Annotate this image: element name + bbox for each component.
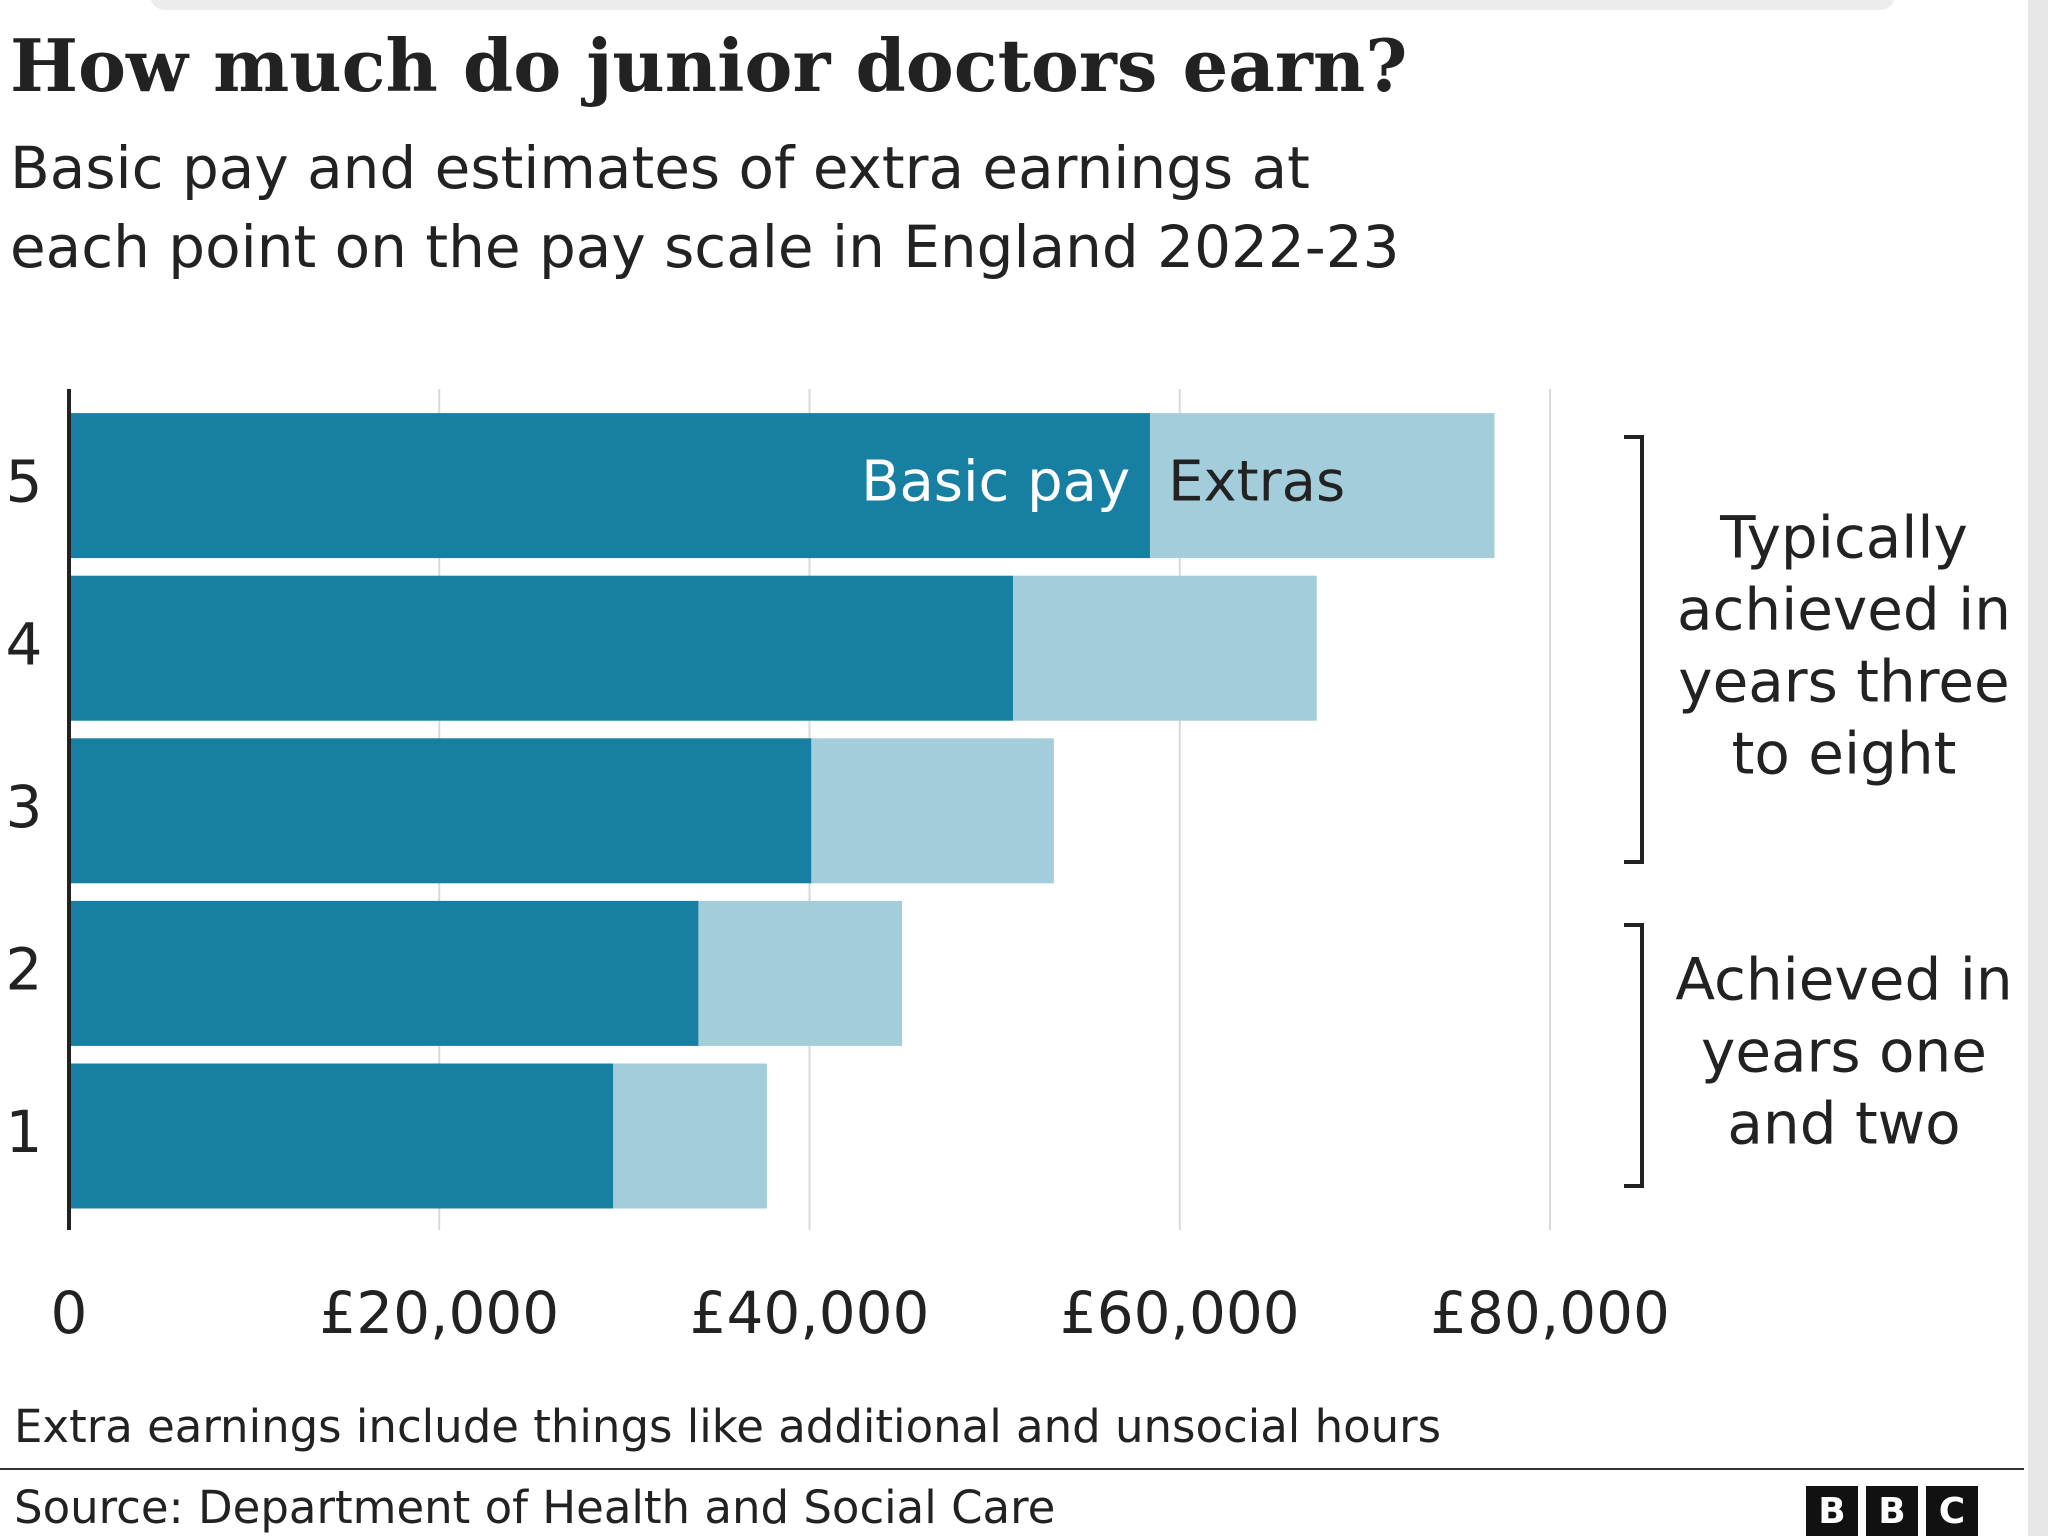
- bar: [811, 738, 1054, 884]
- annotation: achieved in: [1677, 576, 2011, 644]
- scroll-edge: [2028, 0, 2048, 1536]
- annotation: Typically: [1719, 504, 1968, 572]
- bar: [69, 575, 1014, 721]
- annotation: years three: [1678, 648, 2010, 716]
- y-tick-label: 3: [6, 773, 43, 841]
- source: Source: Department of Health and Social …: [14, 1481, 1055, 1534]
- bracket: [1624, 923, 1644, 1188]
- y-tick-label: 2: [6, 936, 43, 1004]
- y-tick-label: 1: [6, 1098, 43, 1166]
- logo-box: [1866, 1486, 1918, 1536]
- bar: [69, 413, 1151, 559]
- logo-letter: B: [1878, 1491, 1905, 1532]
- bar: [613, 1063, 767, 1209]
- x-tick-label: £80,000: [1430, 1279, 1670, 1347]
- y-tick-label: 5: [6, 448, 43, 516]
- x-tick-label: £60,000: [1060, 1279, 1300, 1347]
- logo-letter: C: [1939, 1491, 1965, 1532]
- bar: [1150, 413, 1495, 559]
- logo-letter: B: [1818, 1491, 1845, 1532]
- legend-label: Basic pay: [861, 450, 1130, 515]
- annotation: Achieved in: [1675, 946, 2012, 1014]
- logo-box: [1806, 1486, 1858, 1536]
- annotation: years one: [1701, 1018, 1987, 1086]
- chart-title: How much do junior doctors earn?: [10, 23, 1407, 108]
- x-tick-label: £20,000: [319, 1279, 559, 1347]
- annotation: and two: [1727, 1090, 1960, 1158]
- logo-box: [1926, 1486, 1978, 1536]
- chart-subtitle: each point on the pay scale in England 2…: [10, 213, 1400, 281]
- y-tick-label: 4: [6, 610, 43, 678]
- bar: [69, 1063, 614, 1209]
- bar: [1013, 575, 1317, 721]
- bar: [698, 900, 903, 1046]
- bar: [69, 738, 812, 884]
- chart-subtitle: Basic pay and estimates of extra earning…: [10, 134, 1310, 202]
- footnote: Extra earnings include things like addit…: [14, 1400, 1441, 1453]
- legend-label: Extras: [1168, 450, 1345, 515]
- x-tick-label: 0: [51, 1279, 88, 1347]
- x-tick-label: £40,000: [690, 1279, 930, 1347]
- bracket: [1624, 435, 1644, 864]
- annotation: to eight: [1732, 720, 1957, 788]
- browser-bar: [150, 0, 1895, 10]
- bar: [69, 900, 699, 1046]
